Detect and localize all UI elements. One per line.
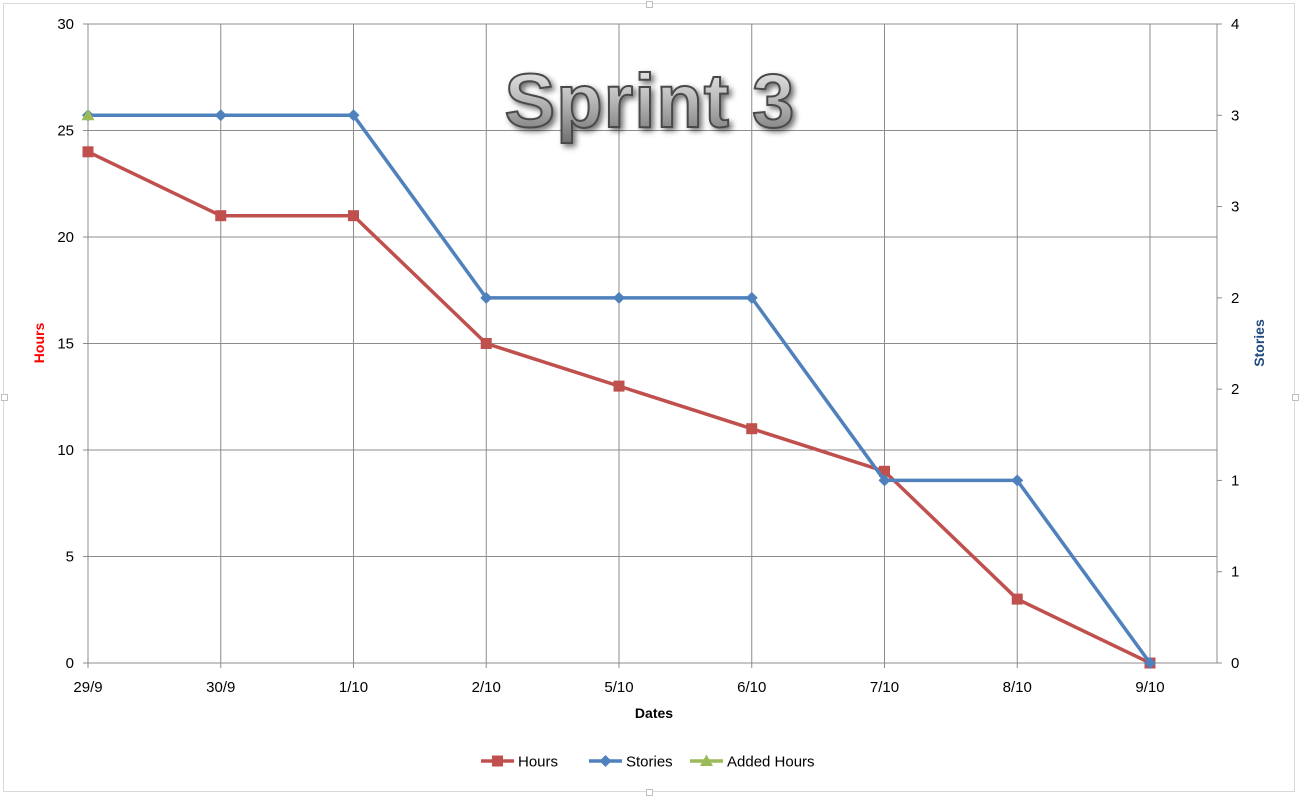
y-right-tick-label: 1 <box>1231 564 1239 581</box>
legend-item-stories: Stories <box>589 754 673 771</box>
hours-point <box>348 210 359 222</box>
y-axis-right-title: Stories <box>1251 319 1267 367</box>
y-right-tick-label: 3 <box>1231 199 1239 216</box>
x-tick-label: 5/10 <box>604 679 633 696</box>
legend-swatch-marker <box>492 755 503 767</box>
stories-point <box>1144 657 1156 669</box>
y-left-tick-label: 30 <box>57 16 74 33</box>
y-right-tick-label: 3 <box>1231 107 1239 124</box>
x-tick-label: 9/10 <box>1135 679 1164 696</box>
legend-item-added-hours: Added Hours <box>690 754 815 771</box>
x-tick-label: 2/10 <box>472 679 501 696</box>
x-tick-label: 30/9 <box>206 679 235 696</box>
y-right-tick-label: 1 <box>1231 472 1239 489</box>
stories-point <box>878 474 891 487</box>
legend-label: Stories <box>626 754 673 771</box>
hours-point <box>215 210 227 222</box>
legend-label: Hours <box>518 754 558 771</box>
stories-point <box>745 291 758 304</box>
resize-handle-left[interactable] <box>1 394 8 401</box>
gridlines <box>87 23 1218 664</box>
stories-point <box>214 109 227 122</box>
stories-point <box>1011 474 1024 487</box>
legend-swatch-marker <box>599 755 612 767</box>
legend-swatch-marker <box>700 754 713 766</box>
axes: 0 5 10 15 20 25 30 0 1 1 2 2 3 3 4 29/9 30/9 1/10 2/10 5/10… <box>57 16 1239 696</box>
hours-point <box>1011 593 1023 605</box>
y-axis-left-title: Hours <box>31 323 47 364</box>
hours-point <box>480 338 492 349</box>
resize-handle-top[interactable] <box>646 1 653 8</box>
y-right-tick-label: 2 <box>1231 290 1239 307</box>
legend: Hours Stories Added Hours <box>481 754 815 771</box>
x-tick-label: 6/10 <box>737 679 766 696</box>
stories-point <box>613 291 625 304</box>
hours-point <box>746 423 758 435</box>
y-left-tick-label: 20 <box>57 229 74 246</box>
x-tick-label: 1/10 <box>339 679 368 696</box>
y-left-tick-label: 0 <box>66 655 74 672</box>
y-right-tick-label: 2 <box>1231 381 1239 398</box>
legend-item-hours: Hours <box>481 754 558 771</box>
x-tick-label: 29/9 <box>73 679 102 696</box>
added-hours-point <box>81 108 95 121</box>
x-tick-label: 8/10 <box>1003 679 1032 696</box>
resize-handle-right[interactable] <box>1292 394 1299 401</box>
chart-title: Sprint 3 <box>505 59 796 144</box>
y-left-tick-label: 10 <box>57 442 74 459</box>
y-left-tick-label: 5 <box>66 549 74 566</box>
resize-handle-bottom[interactable] <box>646 789 653 796</box>
y-left-tick-label: 15 <box>57 336 74 353</box>
series-layer <box>81 108 1156 669</box>
series-added-hours <box>81 108 95 121</box>
y-left-tick-label: 25 <box>57 123 74 140</box>
x-tick-label: 7/10 <box>870 679 899 696</box>
stories-point <box>480 291 493 304</box>
y-right-tick-label: 0 <box>1231 655 1239 672</box>
y-right-tick-label: 4 <box>1231 16 1239 33</box>
hours-point <box>613 380 625 392</box>
x-axis-title: Dates <box>635 705 673 721</box>
hours-point <box>879 465 890 477</box>
stories-point <box>347 109 360 122</box>
legend-label: Added Hours <box>727 754 815 771</box>
hours-point <box>82 146 94 158</box>
